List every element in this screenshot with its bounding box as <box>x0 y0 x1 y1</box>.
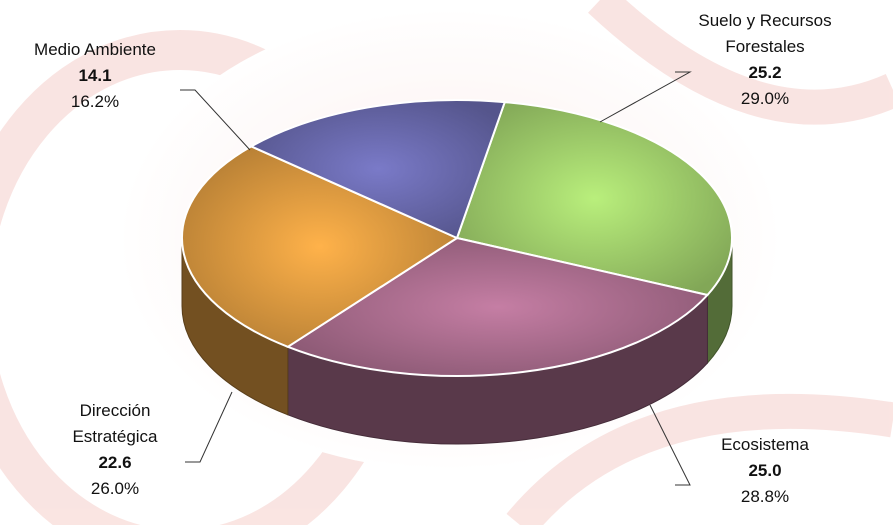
category-name: Ecosistema <box>690 432 840 458</box>
share-label: 26.0% <box>40 476 190 502</box>
share-label: 29.0% <box>690 86 840 112</box>
pie-tops <box>182 100 732 376</box>
value-label: 14.1 <box>20 63 170 89</box>
category-name: Dirección Estratégica <box>40 398 190 450</box>
page: (() => { const data = JSON.parse(documen… <box>0 0 893 525</box>
value-label: 22.6 <box>40 450 190 476</box>
value-label: 25.2 <box>690 60 840 86</box>
share-label: 28.8% <box>690 484 840 510</box>
category-name: Suelo y Recursos Forestales <box>690 8 840 60</box>
category-name: Medio Ambiente <box>20 37 170 63</box>
value-label: 25.0 <box>690 458 840 484</box>
share-label: 16.2% <box>20 89 170 115</box>
